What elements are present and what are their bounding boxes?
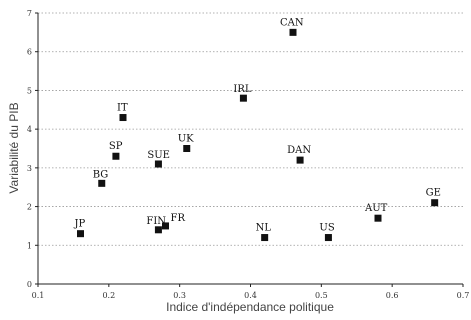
y-tick-label: 4: [27, 125, 32, 134]
x-tick-label: 0.7: [457, 291, 470, 300]
x-tick-label: 0.5: [315, 291, 328, 300]
data-point: [154, 160, 162, 168]
y-tick-label: 0: [27, 280, 32, 289]
x-tick-label: 0.1: [32, 291, 45, 300]
point-label: IRL: [233, 84, 251, 95]
x-tick-label: 0.3: [173, 291, 186, 300]
point-label: FIN: [146, 216, 166, 227]
data-point: [324, 234, 332, 242]
point-label: UK: [178, 134, 194, 145]
axes: [35, 12, 464, 287]
data-point: [98, 179, 106, 187]
data-point: [77, 230, 84, 238]
data-point: [261, 234, 269, 242]
point-label: SUE: [147, 150, 170, 161]
data-point: [374, 214, 382, 222]
data-point: [289, 28, 297, 36]
x-tick-label: 0.4: [244, 291, 257, 300]
point-label: BG: [93, 169, 109, 180]
grid-lines: [38, 12, 463, 246]
point-label: DAN: [287, 145, 311, 156]
y-tick-label: 5: [27, 86, 32, 95]
x-tick-label: 0.6: [386, 291, 399, 300]
y-tick-label: 1: [27, 241, 32, 250]
point-label: IT: [117, 103, 128, 114]
point-label: NL: [256, 223, 272, 234]
data-point: [154, 226, 162, 234]
point-label: CAN: [280, 17, 304, 28]
tick-labels: 0 1 2 3 4 5 6 7 0.1 0.2 0.3 0.4 0.5 0.6 0.7: [27, 9, 469, 300]
point-label: GE: [426, 188, 441, 199]
y-tick-label: 3: [27, 164, 32, 173]
data-point: [296, 156, 304, 164]
point-label: JP: [74, 219, 86, 230]
y-tick-label: 7: [27, 9, 32, 18]
point-label: SP: [109, 141, 123, 152]
data-point: [239, 94, 247, 102]
data-point: [183, 145, 191, 152]
data-point: [112, 152, 120, 160]
x-axis-title: Indice d'indépendance politique: [166, 300, 334, 314]
y-axis-title: Variabilité du PIB: [7, 102, 21, 193]
point-label: US: [319, 223, 334, 234]
x-tick-label: 0.2: [102, 291, 115, 300]
data-point: [162, 222, 169, 230]
y-tick-label: 6: [27, 48, 32, 57]
point-label: AUT: [364, 203, 388, 214]
data-point: [119, 114, 127, 122]
data-points: CAN IRL IT UK SP SUE DAN BG GE AUT FR FIN JP NL US: [74, 17, 441, 242]
data-point: [431, 199, 439, 207]
point-label: FR: [171, 213, 186, 224]
y-tick-label: 2: [27, 203, 32, 212]
